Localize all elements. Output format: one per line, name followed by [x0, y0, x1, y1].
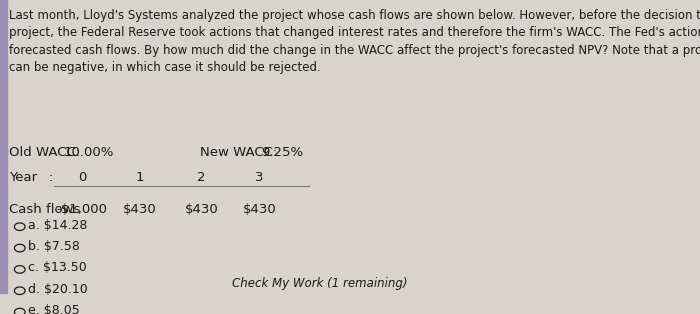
Text: c. $13.50: c. $13.50 — [28, 262, 87, 274]
Text: a. $14.28: a. $14.28 — [28, 219, 88, 232]
Text: Check My Work (1 remaining): Check My Work (1 remaining) — [232, 277, 407, 290]
Text: Old WACC:: Old WACC: — [9, 146, 80, 159]
Text: $430: $430 — [123, 203, 157, 216]
Text: $430: $430 — [185, 203, 218, 216]
Bar — [0, 0, 8, 293]
Text: 1: 1 — [136, 171, 144, 184]
Text: 9.25%: 9.25% — [261, 146, 304, 159]
Text: 10.00%: 10.00% — [64, 146, 114, 159]
Text: -$1,000: -$1,000 — [57, 203, 108, 216]
Text: Last month, Lloyd's Systems analyzed the project whose cash flows are shown belo: Last month, Lloyd's Systems analyzed the… — [9, 9, 700, 74]
Text: 2: 2 — [197, 171, 206, 184]
Text: 0: 0 — [78, 171, 87, 184]
Text: e. $8.05: e. $8.05 — [28, 304, 80, 314]
Text: $430: $430 — [242, 203, 276, 216]
Text: Year: Year — [9, 171, 37, 184]
Text: Cash flows: Cash flows — [9, 203, 80, 216]
Text: b. $7.58: b. $7.58 — [28, 240, 80, 253]
Text: d. $20.10: d. $20.10 — [28, 283, 88, 296]
Text: :: : — [48, 171, 53, 184]
Text: New WACC:: New WACC: — [199, 146, 277, 159]
Text: 3: 3 — [255, 171, 263, 184]
